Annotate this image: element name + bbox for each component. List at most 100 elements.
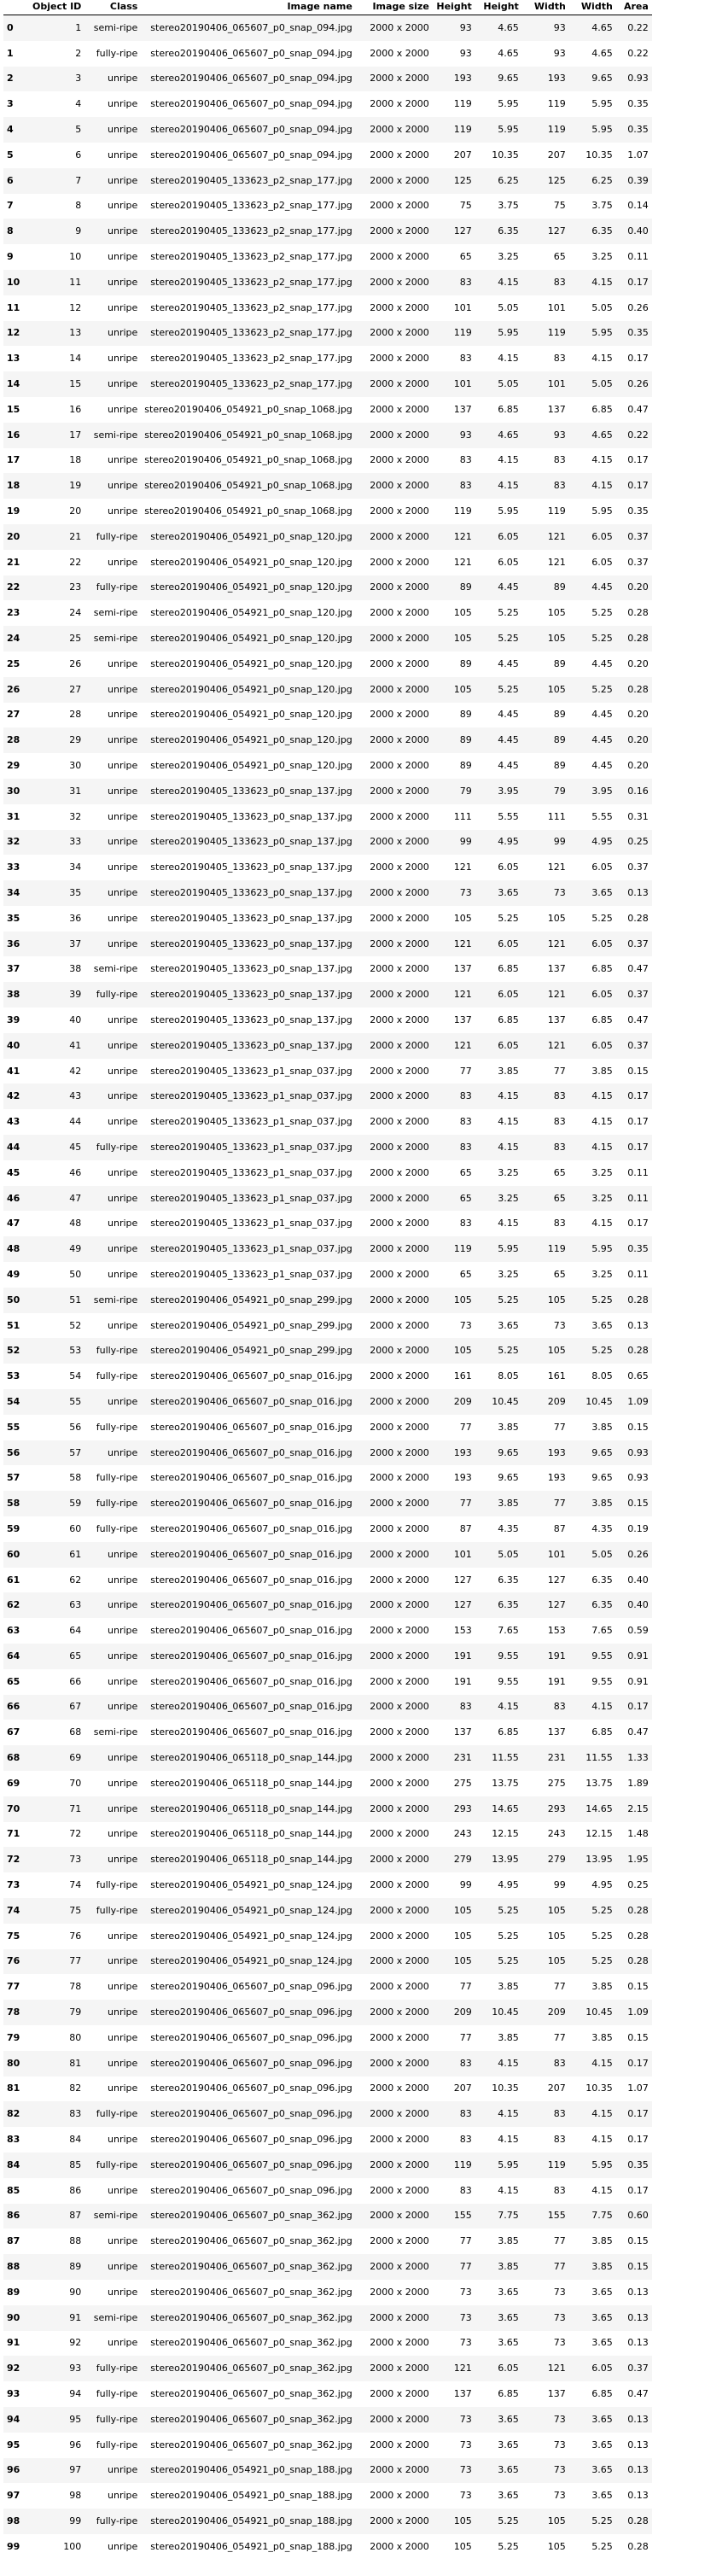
cell-image-size: 2000 x 2000	[370, 810, 429, 822]
cell-image-size: 2000 x 2000	[370, 1345, 429, 1357]
cell-width-mm: 3.85	[591, 1981, 613, 1993]
cell-image-size: 2000 x 2000	[370, 73, 429, 85]
cell-height-mm: 10.45	[492, 2006, 519, 2018]
cell-image-size: 2000 x 2000	[370, 1192, 429, 1204]
cell-height-px: 119	[453, 327, 472, 339]
cell-height-mm: 5.05	[498, 301, 519, 313]
cell-class: unripe	[108, 1065, 138, 1077]
cell-width-px: 105	[547, 683, 566, 695]
cell-image-size: 2000 x 2000	[370, 1828, 429, 1840]
cell-class: unripe	[108, 2134, 138, 2146]
cell-area: 0.35	[627, 327, 649, 339]
cell-area: 0.37	[627, 2363, 649, 2374]
cell-width-mm: 13.95	[586, 1854, 613, 1866]
cell-width-px: 111	[547, 810, 566, 822]
header-width-mm: Width	[568, 2, 616, 15]
cell-area: 0.47	[627, 403, 649, 415]
cell-class: fully-ripe	[96, 2515, 138, 2526]
cell-class: unripe	[108, 1625, 138, 1637]
cell-width-px: 207	[547, 2082, 566, 2094]
cell-object-id: 86	[69, 2184, 82, 2196]
cell-height-mm: 3.85	[498, 2235, 519, 2247]
cell-area: 0.47	[627, 963, 649, 975]
cell-width-mm: 3.25	[591, 1268, 613, 1280]
cell-index: 31	[7, 810, 20, 822]
cell-height-px: 65	[459, 251, 472, 263]
cell-index: 8	[7, 225, 14, 237]
cell-width-mm: 14.65	[586, 1802, 613, 1814]
cell-height-px: 193	[453, 1446, 472, 1458]
cell-image-name: stereo20190406_054921_p0_snap_188.jpg	[150, 2490, 352, 2502]
cell-image-size: 2000 x 2000	[370, 734, 429, 746]
cell-image-name: stereo20190405_133623_p0_snap_137.jpg	[150, 862, 352, 873]
cell-image-name: stereo20190406_065607_p0_snap_094.jpg	[150, 21, 352, 33]
cell-index: 36	[7, 938, 20, 949]
cell-index: 78	[7, 2006, 20, 2018]
cell-height-mm: 3.65	[498, 2286, 519, 2298]
cell-width-px: 83	[553, 480, 566, 492]
cell-index: 88	[7, 2261, 20, 2273]
cell-area: 0.37	[627, 862, 649, 873]
cell-class: unripe	[108, 836, 138, 848]
cell-class: unripe	[108, 912, 138, 924]
cell-height-px: 99	[459, 1879, 472, 1891]
cell-object-id: 24	[69, 607, 82, 619]
cell-image-size: 2000 x 2000	[370, 1166, 429, 1178]
cell-height-mm: 10.45	[492, 1395, 519, 1407]
cell-height-px: 127	[453, 1574, 472, 1586]
cell-area: 0.15	[627, 1498, 649, 1510]
cell-index: 60	[7, 1548, 20, 1560]
cell-area: 0.28	[627, 1930, 649, 1942]
cell-height-px: 137	[453, 2388, 472, 2399]
cell-class: unripe	[108, 683, 138, 695]
cell-image-name: stereo20190406_065607_p0_snap_362.jpg	[150, 2261, 352, 2273]
cell-object-id: 95	[69, 2413, 82, 2425]
cell-height-mm: 5.05	[498, 378, 519, 390]
cell-class: unripe	[108, 2337, 138, 2349]
cell-image-size: 2000 x 2000	[370, 1294, 429, 1306]
cell-image-name: stereo20190405_133623_p0_snap_137.jpg	[150, 1013, 352, 1025]
table-row: 29 30 unripe stereo20190406_054921_p0_snap_…	[3, 753, 652, 779]
cell-area: 0.65	[627, 1370, 649, 1382]
cell-image-name: stereo20190405_133623_p1_snap_037.jpg	[150, 1065, 352, 1077]
cell-class: unripe	[108, 225, 138, 237]
cell-image-name: stereo20190406_065607_p0_snap_016.jpg	[150, 1574, 352, 1586]
cell-width-mm: 5.95	[591, 124, 613, 136]
cell-area: 0.13	[627, 2439, 649, 2450]
table-row: 50 51 semi-ripe stereo20190406_054921_p0_sn…	[3, 1287, 652, 1313]
cell-height-px: 155	[453, 2210, 472, 2222]
cell-area: 0.22	[627, 429, 649, 441]
header-height-mm: Height	[475, 2, 522, 15]
cell-width-px: 137	[547, 1013, 566, 1025]
cell-height-px: 89	[459, 760, 472, 771]
cell-width-px: 99	[553, 836, 566, 848]
cell-index: 56	[7, 1446, 20, 1458]
cell-height-mm: 9.65	[498, 1446, 519, 1458]
cell-width-px: 73	[553, 2490, 566, 2502]
cell-image-size: 2000 x 2000	[370, 862, 429, 873]
cell-image-name: stereo20190406_054921_p0_snap_188.jpg	[150, 2464, 352, 2476]
cell-width-px: 105	[547, 633, 566, 645]
cell-image-name: stereo20190406_065607_p0_snap_016.jpg	[150, 1472, 352, 1484]
cell-width-px: 121	[547, 2363, 566, 2374]
cell-width-mm: 10.45	[586, 2006, 613, 2018]
cell-image-name: stereo20190406_065607_p0_snap_096.jpg	[150, 2158, 352, 2170]
cell-object-id: 33	[69, 836, 82, 848]
cell-width-mm: 3.85	[591, 2235, 613, 2247]
cell-width-mm: 5.55	[591, 810, 613, 822]
cell-width-mm: 3.65	[591, 2464, 613, 2476]
cell-width-px: 101	[547, 378, 566, 390]
cell-image-name: stereo20190406_065607_p0_snap_096.jpg	[150, 2006, 352, 2018]
cell-class: unripe	[108, 149, 138, 161]
cell-height-mm: 5.55	[498, 810, 519, 822]
cell-area: 1.07	[627, 149, 649, 161]
cell-object-id: 19	[69, 480, 82, 492]
cell-width-px: 153	[547, 1625, 566, 1637]
cell-height-mm: 4.15	[498, 276, 519, 288]
cell-area: 0.15	[627, 1065, 649, 1077]
cell-width-mm: 3.25	[591, 1166, 613, 1178]
cell-index: 49	[7, 1268, 20, 1280]
cell-class: unripe	[108, 98, 138, 110]
cell-class: semi-ripe	[93, 607, 138, 619]
cell-height-mm: 3.25	[498, 1166, 519, 1178]
